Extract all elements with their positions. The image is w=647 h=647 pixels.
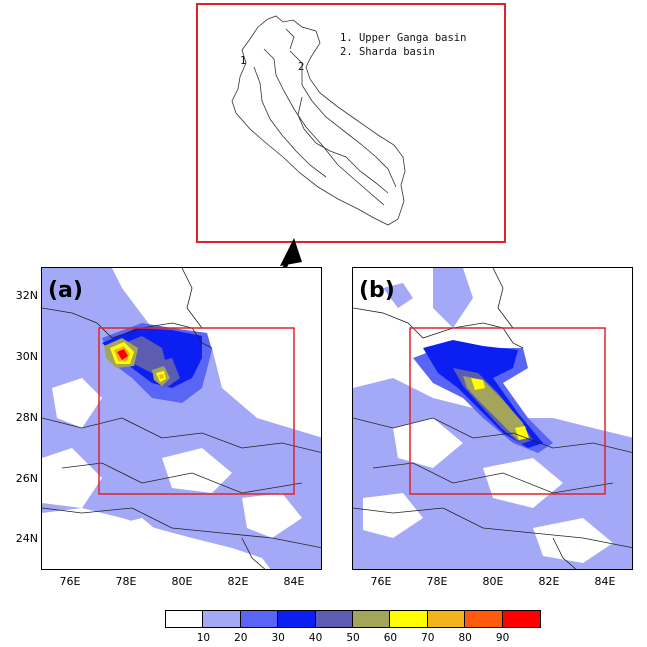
colorbar-swatch xyxy=(502,611,540,627)
colorbar xyxy=(165,610,541,628)
basin-number-2: 2 xyxy=(298,61,305,73)
x-tick-82e-a: 82E xyxy=(227,575,249,588)
colorbar-swatch xyxy=(390,611,428,627)
legend-sharda: 2. Sharda basin xyxy=(340,46,435,58)
rainfall-field-a xyxy=(42,268,321,569)
x-tick-78e-b: 78E xyxy=(426,575,448,588)
colorbar-label: 30 xyxy=(271,632,285,644)
x-tick-80e-b: 80E xyxy=(482,575,504,588)
panel-label-b: (b) xyxy=(359,278,395,303)
map-panel-b: (b) xyxy=(352,267,633,570)
x-tick-80e-a: 80E xyxy=(171,575,193,588)
colorbar-swatch xyxy=(166,611,204,627)
colorbar-label: 80 xyxy=(458,632,472,644)
y-tick-24n: 24N xyxy=(15,532,38,545)
colorbar-swatch xyxy=(465,611,503,627)
map-panel-a: (a) xyxy=(41,267,322,570)
panel-label-a: (a) xyxy=(48,278,83,303)
y-tick-26n: 26N xyxy=(15,472,38,485)
colorbar-swatch xyxy=(278,611,316,627)
x-tick-84e-b: 84E xyxy=(594,575,616,588)
colorbar-label: 10 xyxy=(196,632,211,644)
basin-number-1: 1 xyxy=(240,55,247,67)
legend-upper-ganga: 1. Upper Ganga basin xyxy=(340,32,467,44)
colorbar-label: 50 xyxy=(346,632,360,644)
y-tick-28n: 28N xyxy=(15,411,38,424)
colorbar-swatch xyxy=(203,611,241,627)
inset-legend: 1. Upper Ganga basin 2. Sharda basin xyxy=(340,31,466,59)
colorbar-swatch xyxy=(315,611,353,627)
colorbar-label: 40 xyxy=(308,632,323,644)
basin-inset-map: 1 2 1. Upper Ganga basin 2. Sharda basin xyxy=(196,3,506,243)
y-tick-30n: 30N xyxy=(15,350,38,363)
y-tick-32n: 32N xyxy=(15,289,38,302)
basin-outline-drawing xyxy=(231,15,406,226)
x-tick-78e-a: 78E xyxy=(115,575,137,588)
colorbar-label: 90 xyxy=(495,632,510,644)
x-tick-82e-b: 82E xyxy=(538,575,560,588)
colorbar-label: 20 xyxy=(234,632,248,644)
colorbar-swatch xyxy=(240,611,279,627)
x-tick-84e-a: 84E xyxy=(283,575,305,588)
x-tick-76e-b: 76E xyxy=(370,575,392,588)
rainfall-field-b xyxy=(353,268,632,569)
x-tick-76e-a: 76E xyxy=(59,575,81,588)
colorbar-label: 70 xyxy=(421,632,435,644)
colorbar-swatch xyxy=(427,611,466,627)
colorbar-label: 60 xyxy=(383,632,398,644)
colorbar-swatch xyxy=(352,611,391,627)
